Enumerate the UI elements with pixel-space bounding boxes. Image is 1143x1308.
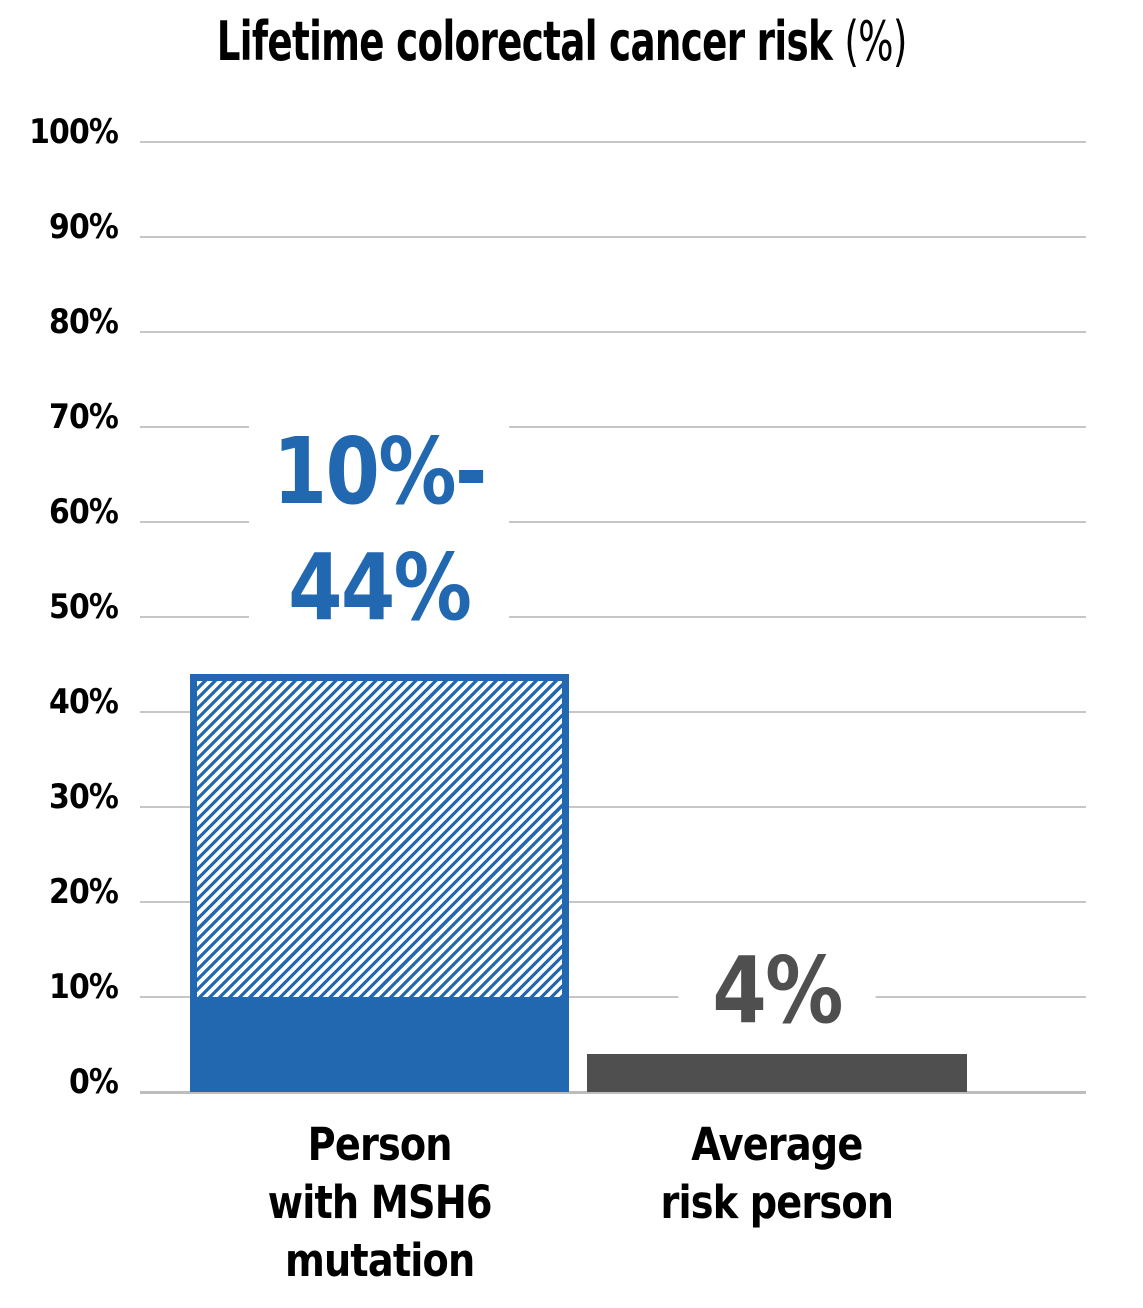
y-tick-label: 90%	[49, 207, 119, 247]
msh6-risk-range-box: 10%- 44%	[249, 406, 510, 654]
gridline	[140, 901, 1086, 903]
gridline	[140, 331, 1086, 333]
y-tick-label: 100%	[29, 112, 119, 152]
category-msh6-line2: with MSH6	[267, 1176, 493, 1229]
bar-msh6-solid-segment	[190, 997, 569, 1092]
msh6-risk-range-label: 10%- 44%	[190, 406, 569, 654]
y-tick-label: 50%	[49, 587, 119, 627]
gridline	[140, 806, 1086, 808]
y-tick-label: 30%	[49, 777, 119, 817]
category-average-line2: risk person	[660, 1176, 894, 1229]
category-average-line1: Average	[691, 1118, 863, 1171]
gridline	[140, 521, 1086, 523]
gridline	[140, 141, 1086, 143]
category-label-msh6-inner: Person with MSH6 mutation	[267, 1116, 493, 1290]
y-tick-label: 80%	[49, 302, 119, 342]
y-tick-label: 10%	[49, 967, 119, 1007]
chart-title-suffix: (%)	[844, 10, 907, 73]
chart-title-space	[832, 10, 844, 73]
category-label-msh6: Person with MSH6 mutation	[190, 1116, 569, 1290]
y-tick-label: 40%	[49, 682, 119, 722]
y-tick-label: 70%	[49, 397, 119, 437]
category-label-average-inner: Average risk person	[661, 1116, 894, 1232]
gridline	[140, 236, 1086, 238]
chart-title: Lifetime colorectal cancer risk (%)	[167, 10, 956, 74]
chart-title-main: Lifetime colorectal cancer risk	[216, 10, 833, 73]
average-risk-value-label: 4%	[587, 936, 967, 1046]
gridline	[140, 426, 1086, 428]
gridline	[140, 616, 1086, 618]
bar-average-risk	[587, 1054, 967, 1092]
msh6-risk-range-line1: 10%-	[273, 418, 488, 525]
bar-msh6-mutation	[190, 674, 569, 1092]
gridline	[140, 1091, 1086, 1094]
category-label-average: Average risk person	[587, 1116, 967, 1232]
average-risk-value-box: 4%	[678, 936, 876, 1046]
gridline	[140, 996, 1086, 998]
y-tick-label: 20%	[49, 872, 119, 912]
gridline	[140, 711, 1086, 713]
msh6-risk-range-line2: 44%	[288, 534, 472, 641]
category-msh6-line3: mutation	[284, 1234, 475, 1287]
y-tick-label: 0%	[68, 1062, 119, 1102]
category-msh6-line1: Person	[307, 1118, 452, 1171]
y-tick-label: 60%	[49, 492, 119, 532]
